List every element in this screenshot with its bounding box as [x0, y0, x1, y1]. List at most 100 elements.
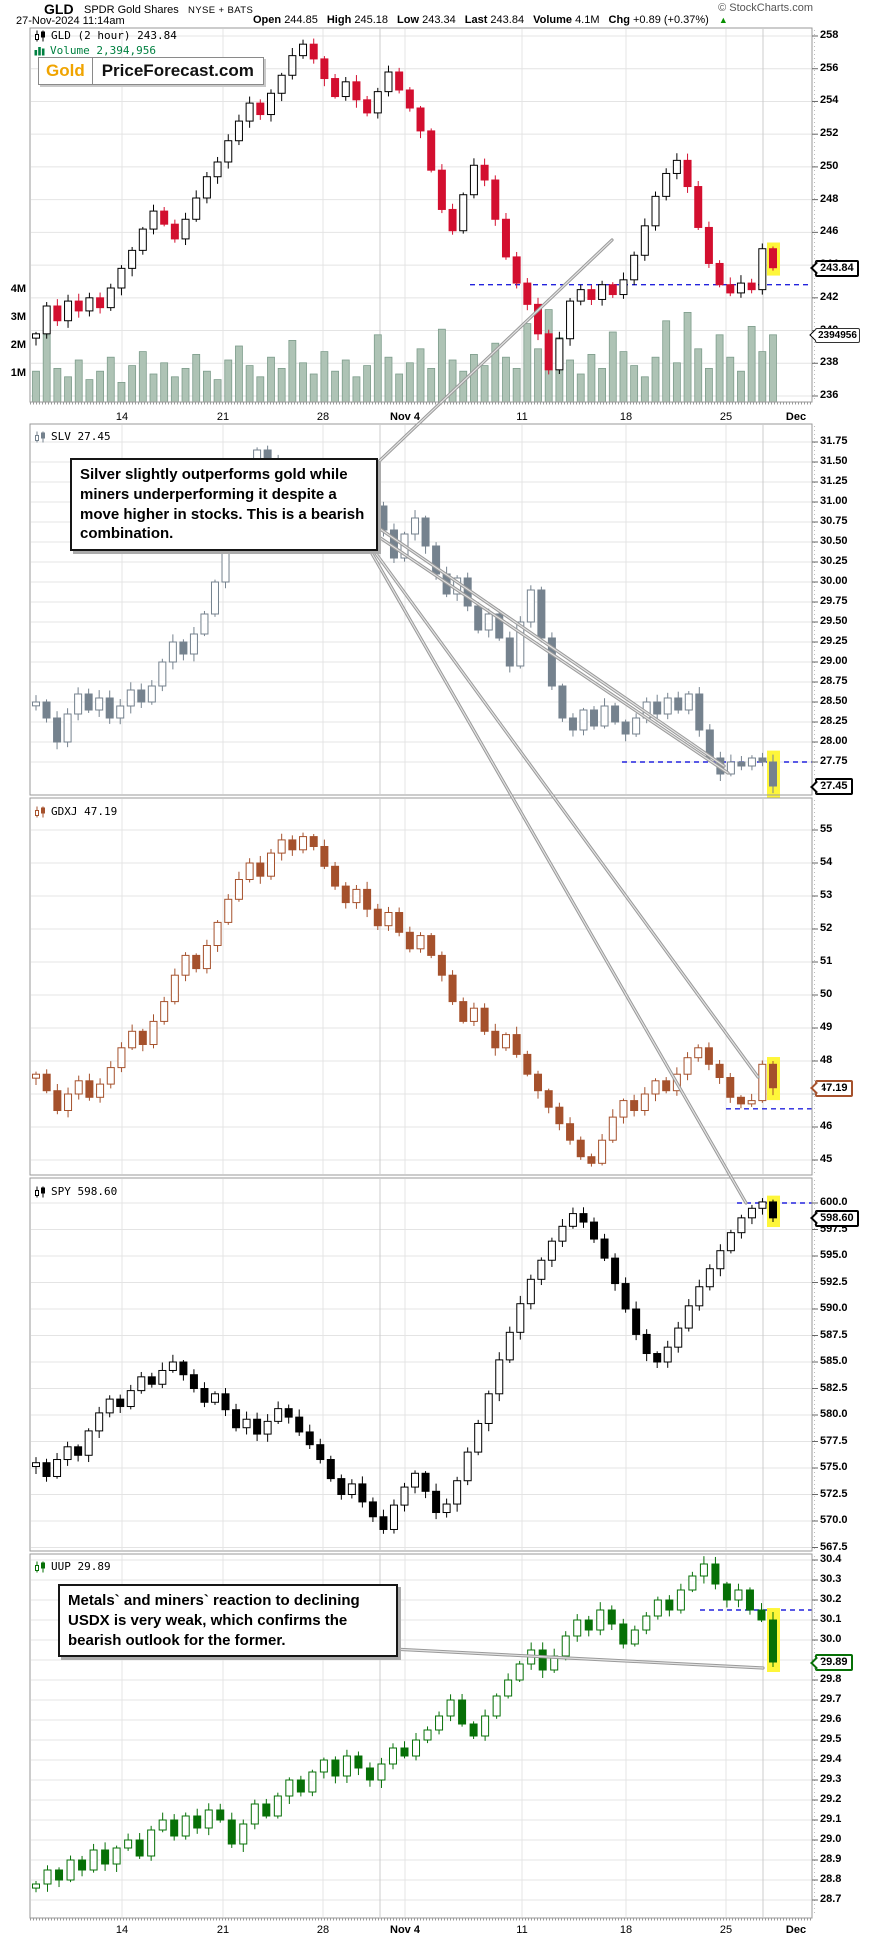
- header-exchange: NYSE + BATS: [188, 5, 254, 16]
- candlestick-icon: [35, 806, 45, 817]
- candlestick-icon: [35, 1561, 45, 1572]
- axis-tick-label: 52: [820, 922, 833, 934]
- axis-tick-label: 28.8: [820, 1873, 842, 1885]
- axis-tick-label: 49: [820, 1021, 833, 1033]
- axis-tick-label: 14: [115, 411, 129, 423]
- axis-tick-label: 50: [820, 988, 833, 1000]
- gld-legend: GLD (2 hour) 243.84: [34, 29, 177, 42]
- axis-tick-label: 236: [820, 389, 839, 401]
- axis-tick-label: 575.0: [820, 1461, 848, 1473]
- axis-tick-label: 28.50: [820, 695, 848, 707]
- axis-tick-label: 590.0: [820, 1302, 848, 1314]
- axis-tick-label: 4M: [10, 283, 26, 295]
- annotation-box-silver: Silver slightly outperforms gold while m…: [70, 458, 378, 552]
- candlestick-icon: [35, 431, 45, 442]
- axis-tick-label: 256: [820, 61, 839, 74]
- axis-tick-label: 580.0: [820, 1408, 848, 1420]
- quote-last: Last 243.84: [464, 14, 525, 26]
- slv-price-label: 27.45: [815, 778, 853, 795]
- axis-tick-label: 11: [516, 1924, 528, 1936]
- axis-tick-label: 51: [820, 955, 833, 967]
- spy-legend: SPY 598.60: [34, 1185, 117, 1198]
- axis-tick-label: 54: [820, 856, 833, 868]
- axis-tick-label: 21: [216, 411, 230, 423]
- axis-tick-label: 30.3: [820, 1573, 842, 1585]
- axis-tick-label: 31.00: [820, 495, 848, 507]
- axis-tick-label: 252: [820, 127, 839, 140]
- axis-tick-label: Dec: [785, 411, 807, 423]
- axis-tick-label: 45: [820, 1153, 833, 1165]
- axis-tick-label: 30.50: [820, 535, 848, 547]
- header-name: SPDR Gold Shares: [84, 4, 179, 16]
- axis-tick-label: 30.2: [820, 1593, 842, 1605]
- axis-tick-label: 3M: [10, 311, 26, 323]
- axis-tick-label: 585.0: [820, 1355, 848, 1367]
- axis-tick-label: 29.6: [820, 1713, 842, 1725]
- axis-tick-label: 30.1: [820, 1613, 842, 1625]
- axis-tick-label: 29.5: [820, 1733, 842, 1745]
- axis-tick-label: 29.25: [820, 635, 848, 647]
- axis-tick-label: 572.5: [820, 1487, 848, 1500]
- axis-tick-label: 30.00: [820, 575, 848, 587]
- axis-tick-label: 29.1: [820, 1813, 842, 1825]
- axis-tick-label: Dec: [785, 1924, 807, 1936]
- chart-datetime: 27-Nov-2024 11:14am: [16, 15, 125, 27]
- axis-tick-label: 242: [820, 290, 839, 303]
- uup-price-label: 29.89: [815, 1654, 853, 1671]
- axis-tick-label: 53: [820, 889, 833, 901]
- volume-legend: Volume 2,394,956: [34, 44, 156, 57]
- axis-tick-label: 592.5: [820, 1275, 848, 1288]
- gdxj-price-label: 47.19: [815, 1079, 853, 1097]
- quote-high: High 245.18: [326, 14, 389, 26]
- quote-row: Open 244.85 High 245.18 Low 243.34 Last …: [253, 14, 728, 26]
- axis-tick-label: 29.50: [820, 615, 848, 627]
- axis-tick-label: Nov 4: [390, 1924, 420, 1936]
- axis-tick-label: Nov 4: [390, 411, 420, 423]
- spy-price-label: 598.60: [815, 1209, 859, 1227]
- axis-tick-label: 18: [619, 411, 633, 423]
- axis-tick-label: 27.75: [820, 755, 848, 767]
- axis-tick-label: 21: [216, 1924, 230, 1936]
- candlestick-icon: [35, 30, 45, 41]
- axis-tick-label: 28.00: [820, 735, 848, 747]
- goldpriceforecast-logo[interactable]: Gold PriceForecast.com: [38, 57, 264, 85]
- axis-tick-label: 570.0: [820, 1514, 848, 1526]
- axis-tick-label: 2M: [10, 339, 26, 351]
- axis-tick-label: 25: [719, 1924, 733, 1936]
- axis-tick-label: 29.2: [820, 1793, 842, 1805]
- axis-tick-label: 28.75: [820, 675, 848, 687]
- axis-tick-label: 18: [619, 1924, 633, 1936]
- axis-tick-label: 600.0: [820, 1196, 848, 1208]
- quote-change: Chg +0.89 (+0.37%): [608, 14, 709, 26]
- axis-tick-label: 14: [115, 1924, 129, 1936]
- axis-tick-label: 30.4: [820, 1553, 842, 1565]
- uup-legend-label: UUP 29.89: [51, 1560, 111, 1573]
- axis-tick-label: 582.5: [820, 1381, 848, 1394]
- axis-tick-label: 1M: [10, 367, 26, 379]
- axis-tick-label: 55: [820, 823, 833, 835]
- axis-tick-label: 238: [820, 356, 839, 369]
- axis-tick-label: 29.75: [820, 595, 848, 607]
- axis-tick-label: 30.0: [820, 1633, 842, 1645]
- spy-legend-label: SPY 598.60: [51, 1185, 118, 1198]
- axis-tick-label: 29.8: [820, 1673, 842, 1685]
- axis-tick-label: 48: [820, 1054, 833, 1066]
- axis-tick-label: 567.5: [820, 1540, 848, 1553]
- axis-tick-label: 248: [820, 192, 839, 205]
- axis-tick-label: 31.50: [820, 455, 848, 467]
- annotation-box-usdx: Metals` and miners` reaction to declinin…: [58, 1584, 398, 1658]
- axis-tick-label: 254: [820, 94, 839, 107]
- axis-tick-label: 587.5: [820, 1328, 848, 1341]
- copyright-link[interactable]: © StockCharts.com: [718, 2, 813, 14]
- axis-tick-label: 25: [719, 411, 733, 423]
- logo-gold-word: Gold: [39, 58, 93, 84]
- axis-tick-label: 30.25: [820, 555, 848, 567]
- quote-volume: Volume 4.1M: [533, 14, 600, 26]
- axis-tick-label: 28.7: [820, 1893, 842, 1905]
- axis-tick-label: 29.00: [820, 655, 848, 667]
- axis-tick-label: 28.9: [820, 1853, 842, 1865]
- axis-tick-label: 28: [316, 411, 330, 423]
- axis-tick-label: 28.25: [820, 715, 848, 727]
- axis-tick-label: 29.4: [820, 1753, 842, 1765]
